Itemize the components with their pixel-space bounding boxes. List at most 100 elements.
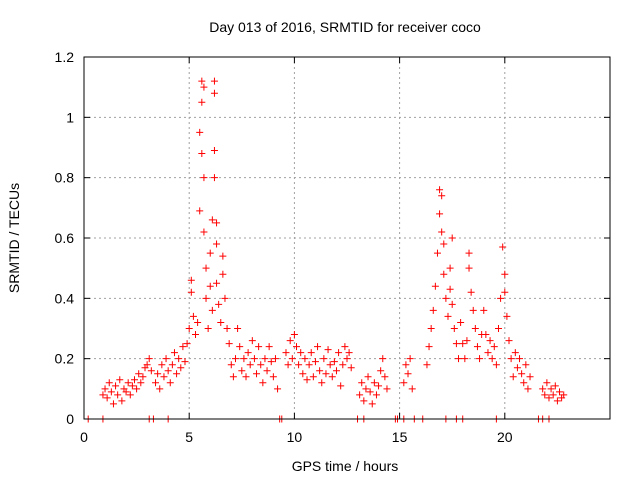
data-point [450,325,458,332]
data-point [170,349,178,357]
data-point [499,243,507,251]
data-point [494,325,502,332]
data-point [305,361,313,369]
data-point [362,385,370,393]
y-tick-label: 0.4 [55,290,75,306]
data-point [505,337,513,345]
data-point [341,343,349,351]
data-point [473,343,481,351]
data-point [274,385,282,393]
data-point [332,367,340,375]
data-point [126,391,134,399]
data-point [311,358,319,366]
data-point [257,361,265,369]
data-point [427,325,435,332]
data-point [213,279,221,287]
data-point [320,355,328,363]
data-point [263,367,271,375]
data-point [480,306,488,314]
data-point [497,294,505,302]
data-point [293,343,301,351]
data-point [133,385,141,393]
data-point [269,373,277,381]
data-point [135,370,143,378]
data-point [202,264,210,272]
data-point [549,391,557,399]
data-point [99,391,107,399]
data-point [335,349,343,357]
data-point [368,400,376,408]
data-point [556,388,564,396]
data-point [206,249,214,257]
data-point [455,355,463,363]
data-point [465,264,473,272]
data-point [227,361,235,369]
y-axis-label: SRMTID / TECUs [6,183,22,293]
data-point [166,379,174,387]
data-point [265,343,273,351]
data-point [307,349,315,357]
data-point [379,355,387,363]
data-point [465,249,473,257]
data-point [185,325,193,332]
data-point [482,331,490,339]
data-point [147,367,155,375]
data-point [253,370,261,378]
data-point [404,370,412,378]
data-point [282,349,290,357]
data-point [444,312,452,320]
data-point [223,325,231,332]
data-point [539,385,547,393]
data-point [433,249,441,257]
data-point [356,391,364,399]
data-point [381,373,389,381]
data-point [318,379,326,387]
data-point [204,325,212,332]
data-point [210,174,218,182]
data-point [345,349,353,357]
data-point [208,216,216,224]
data-point [114,391,122,399]
data-point [246,361,254,369]
data-point [524,385,532,393]
data-point [324,346,332,354]
y-tick-label: 1 [66,109,74,125]
data-point [383,385,391,393]
data-point [194,318,202,326]
data-point [507,355,515,363]
data-point [231,355,239,363]
data-point [406,355,414,363]
data-point [107,388,115,396]
data-point [259,379,267,387]
data-point [545,394,553,402]
data-point [486,337,494,345]
data-point [543,379,551,387]
x-tick-label: 10 [287,429,303,445]
data-point [492,361,500,369]
data-point [267,358,275,366]
data-point [160,373,168,381]
data-point [210,77,218,85]
x-tick-label: 15 [392,429,408,445]
data-point [156,385,164,393]
data-point [490,343,498,351]
data-point [225,340,233,348]
data-point [154,370,162,378]
data-point [343,355,351,363]
data-point [109,400,117,408]
y-tick-label: 0.6 [55,230,75,246]
data-point [501,270,509,278]
data-point [372,391,380,399]
data-point [118,397,126,405]
data-point [162,355,170,363]
data-point [322,370,330,378]
data-point [366,388,374,396]
data-point [429,306,437,314]
data-point [526,373,534,381]
data-point [511,349,519,357]
data-point [553,397,561,405]
data-point [438,228,446,236]
data-point [457,318,465,326]
